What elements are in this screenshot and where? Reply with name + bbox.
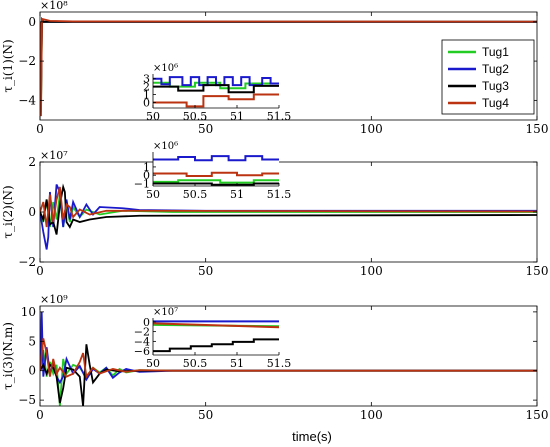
- y-axis-label: τ_i(3)(N.m): [1, 322, 15, 390]
- inset-y-tick-label: 1: [143, 161, 150, 174]
- inset-y-tick-label: 0: [143, 96, 150, 109]
- legend-label-tug2: Tug2: [482, 62, 509, 76]
- inset-y-tick-label: 3: [143, 73, 150, 86]
- inset-exponent-label: ×10⁶: [153, 63, 178, 74]
- inset-x-tick-label: 50.5: [183, 110, 208, 123]
- inset-3: 50 50.5 51 51.5 −6−4−20×10⁷: [134, 307, 291, 370]
- inset-y-tick-label: 1: [143, 89, 150, 102]
- y-exponent-label: ×10⁸: [40, 0, 68, 12]
- inset-x-tick-label: 51: [230, 188, 244, 201]
- series-line-tug4: [40, 186, 537, 228]
- inset-x-tick-label: 51: [230, 110, 244, 123]
- series-line-tug2: [40, 184, 537, 250]
- y-tick-label: 5: [28, 334, 36, 348]
- x-tick-label: 0: [36, 408, 44, 422]
- x-tick-label: 100: [360, 408, 383, 422]
- axes-frame-1: [39, 11, 538, 121]
- x-tick-label: 50: [198, 122, 213, 136]
- x-tick-label: 0: [36, 264, 44, 278]
- inset-y-tick-label: −1: [134, 178, 150, 191]
- series-line-tug3: [40, 183, 537, 235]
- y-exponent-label: ×10⁷: [40, 149, 68, 162]
- inset-x-tick-label: 51.5: [267, 110, 292, 123]
- inset-x-tick-label: 51: [230, 357, 244, 370]
- inset-series-line-tug3: [153, 84, 279, 94]
- x-tick-label: 150: [526, 264, 549, 278]
- inset-x-tick-label: 50: [146, 357, 160, 370]
- inset-y-tick-label: −4: [134, 335, 150, 348]
- x-tick-label: 150: [526, 408, 549, 422]
- inset-x-tick-label: 51.5: [267, 357, 292, 370]
- inset-2: 50 50.5 51 51.5 −101×10⁶: [134, 141, 291, 201]
- y-tick-label: −5: [18, 393, 36, 407]
- inset-x-tick-label: 50.5: [183, 357, 208, 370]
- inset-exponent-label: ×10⁶: [153, 141, 178, 152]
- inset-y-tick-label: 0: [143, 169, 150, 182]
- x-tick-label: 50: [198, 264, 213, 278]
- inset-y-tick-label: −2: [134, 326, 150, 339]
- inset-x-tick-label: 50: [146, 110, 160, 123]
- y-axis-label: τ_i(2)(N): [1, 185, 15, 238]
- inset-series-line-tug4: [153, 322, 279, 329]
- legend: Tug1 Tug2 Tug3 Tug4: [441, 39, 535, 115]
- inset-x-tick-label: 50.5: [183, 188, 208, 201]
- inset-x-tick-label: 50: [146, 188, 160, 201]
- x-tick-label: 0: [36, 122, 44, 136]
- series-line-tug4: [40, 338, 537, 379]
- x-tick-label: 100: [360, 264, 383, 278]
- inset-series-line-tug3: [153, 338, 279, 353]
- inset-series-line-tug4: [153, 93, 279, 108]
- inset-series-line-tug2: [153, 155, 279, 162]
- y-tick-label: −4: [18, 93, 36, 107]
- y-tick-label: −2: [18, 255, 36, 269]
- y-tick-label: −2: [18, 54, 36, 68]
- x-tick-label: 100: [360, 122, 383, 136]
- legend-label-tug4: Tug4: [482, 96, 509, 110]
- y-tick-label: 0: [28, 205, 36, 219]
- inset-y-tick-label: 0: [143, 316, 150, 329]
- plot-area-3: [40, 306, 537, 406]
- x-tick-label: 150: [526, 122, 549, 136]
- y-tick-label: 2: [28, 155, 36, 169]
- y-tick-label: 10: [21, 305, 36, 319]
- inset-series-line-tug3: [153, 182, 279, 186]
- y-tick-label: 0: [28, 364, 36, 378]
- y-exponent-label: ×10⁹: [40, 293, 68, 306]
- legend-label-tug1: Tug1: [482, 45, 509, 59]
- inset-series-line-tug4: [153, 171, 279, 178]
- legend-label-tug3: Tug3: [482, 79, 509, 93]
- inset-y-tick-label: 2: [143, 81, 150, 94]
- inset-series-line-tug1: [153, 179, 279, 184]
- x-tick-label: 50: [198, 408, 213, 422]
- axes-frame-3: [39, 305, 538, 407]
- inset-y-tick-label: −6: [134, 345, 150, 358]
- inset-exponent-label: ×10⁷: [153, 307, 178, 318]
- y-axis-label: τ_i(1)(N): [1, 39, 15, 92]
- series-line-tug3: [40, 344, 537, 406]
- inset-x-tick-label: 51.5: [267, 188, 292, 201]
- x-axis-label: time(s): [292, 429, 332, 444]
- y-tick-label: 0: [28, 15, 36, 29]
